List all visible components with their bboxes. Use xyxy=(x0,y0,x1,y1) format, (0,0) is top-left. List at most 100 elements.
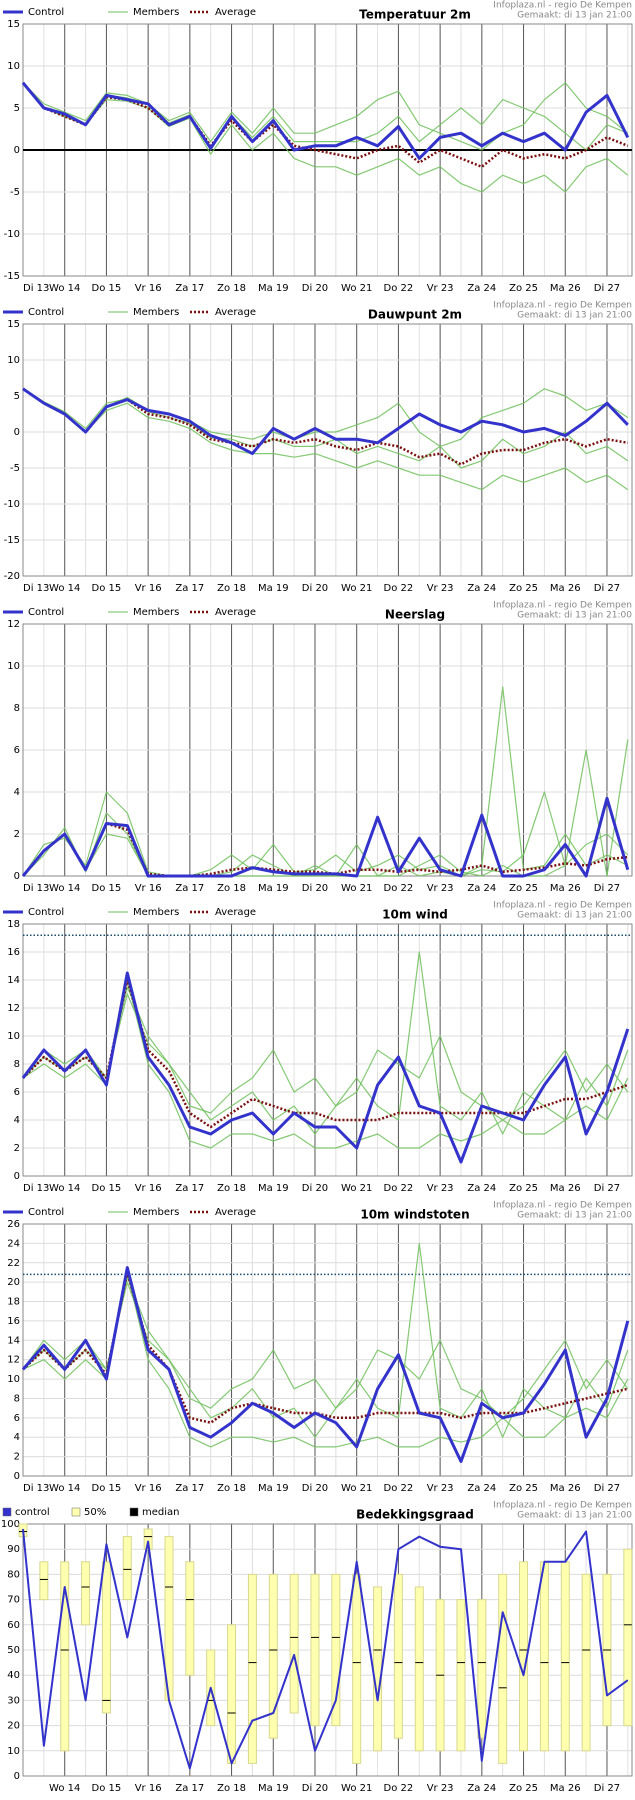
x-tick-label: Vr 23 xyxy=(427,283,454,294)
x-tick-label: Ma 19 xyxy=(258,1183,289,1194)
y-tick-label: 6 xyxy=(14,1087,20,1098)
plot-frame xyxy=(22,1223,633,1477)
y-tick-label: 2 xyxy=(14,1452,20,1463)
range-box xyxy=(227,1624,237,1764)
x-tick-label: Zo 18 xyxy=(217,583,246,594)
x-tick-label: Zo 25 xyxy=(509,1183,538,1194)
y-tick-label: 70 xyxy=(7,1595,20,1606)
legend-label: Control xyxy=(28,1207,64,1218)
x-tick-label: Di 20 xyxy=(302,283,328,294)
x-tick-label: Zo 18 xyxy=(217,1783,246,1794)
y-tick-label: 18 xyxy=(7,919,20,930)
x-tick-label: Za 17 xyxy=(175,1483,204,1494)
x-tick-label: Di 13 xyxy=(23,1183,49,1194)
y-tick-label: -5 xyxy=(10,187,20,198)
x-tick-label: Zo 25 xyxy=(509,283,538,294)
made: Gemaakt: di 13 jan 21:00 xyxy=(517,11,632,21)
x-tick-label: Do 15 xyxy=(92,1483,122,1494)
x-tick-label: Zo 18 xyxy=(217,1183,246,1194)
y-tick-label: 22 xyxy=(7,1258,20,1269)
x-tick-label: Wo 21 xyxy=(341,1183,372,1194)
y-tick-label: 14 xyxy=(7,1335,20,1346)
x-tick-label: Vr 16 xyxy=(135,1783,162,1794)
x-tick-label: Di 20 xyxy=(302,1183,328,1194)
y-tick-label: 4 xyxy=(14,1115,20,1126)
x-tick-label: Di 13 xyxy=(23,1483,49,1494)
x-tick-label: Za 17 xyxy=(175,583,204,594)
y-tick-label: 20 xyxy=(7,1277,20,1288)
y-tick-label: 50 xyxy=(7,1645,20,1656)
x-tick-label: Di 27 xyxy=(594,1483,620,1494)
x-tick-label: Zo 18 xyxy=(217,883,246,894)
made: Gemaakt: di 13 jan 21:00 xyxy=(517,611,632,621)
x-tick-label: Ma 19 xyxy=(258,1483,289,1494)
x-tick-label: Za 17 xyxy=(175,1183,204,1194)
range-box xyxy=(623,1548,633,1727)
x-tick-label: Wo 21 xyxy=(341,1783,372,1794)
range-box xyxy=(498,1573,508,1764)
member-line xyxy=(22,739,629,877)
y-tick-label: 8 xyxy=(14,1393,20,1404)
average-line xyxy=(22,387,629,466)
x-tick-label: Di 20 xyxy=(302,1783,328,1794)
x-tick-label: Di 27 xyxy=(594,883,620,894)
source: Infoplaza.nl - regio De Kempen xyxy=(493,601,632,611)
range-box xyxy=(539,1561,549,1752)
x-tick-label: Ma 26 xyxy=(550,283,581,294)
legend-label: Average xyxy=(215,907,256,918)
x-tick-label: Vr 16 xyxy=(135,1183,162,1194)
control-line xyxy=(21,971,630,1164)
source: Infoplaza.nl - regio De Kempen xyxy=(493,1,632,11)
y-tick-label: 10 xyxy=(7,355,20,366)
y-tick-label: -15 xyxy=(4,271,20,282)
y-tick-label: -10 xyxy=(4,499,20,510)
y-tick-label: 10 xyxy=(7,1031,20,1042)
x-tick-label: Do 15 xyxy=(92,1183,122,1194)
made: Gemaakt: di 13 jan 21:00 xyxy=(517,1511,632,1521)
y-tick-label: -10 xyxy=(4,229,20,240)
legend-label: 50% xyxy=(84,1507,106,1518)
y-tick-label: 90 xyxy=(7,1544,20,1555)
x-tick-label: Wo 14 xyxy=(49,583,80,594)
y-tick-label: 0 xyxy=(14,871,20,882)
x-tick-label: Za 24 xyxy=(467,1483,496,1494)
chart-title: Neerslag xyxy=(385,608,445,622)
y-tick-label: 60 xyxy=(7,1620,20,1631)
x-tick-label: Zo 25 xyxy=(509,1483,538,1494)
x-tick-label: Do 22 xyxy=(384,1783,414,1794)
x-tick-label: Zo 25 xyxy=(509,883,538,894)
control-line xyxy=(22,1528,629,1770)
x-tick-label: Vr 23 xyxy=(427,1483,454,1494)
x-tick-label: Do 15 xyxy=(92,883,122,894)
y-tick-label: 14 xyxy=(7,975,20,986)
x-tick-label: Wo 21 xyxy=(341,283,372,294)
range-box xyxy=(60,1561,70,1752)
x-tick-label: Wo 14 xyxy=(49,1183,80,1194)
x-tick-label: Ma 26 xyxy=(550,1183,581,1194)
x-tick-label: Ma 19 xyxy=(258,283,289,294)
range-box xyxy=(268,1573,278,1739)
y-tick-label: 20 xyxy=(7,1721,20,1732)
x-tick-label: Vr 23 xyxy=(427,1183,454,1194)
y-tick-label: 12 xyxy=(7,619,20,630)
x-tick-label: Vr 16 xyxy=(135,283,162,294)
x-tick-label: Wo 21 xyxy=(341,583,372,594)
control-line xyxy=(21,1266,630,1463)
range-box xyxy=(560,1561,570,1752)
legend-label: Control xyxy=(28,307,64,318)
range-box xyxy=(101,1561,111,1714)
range-box xyxy=(81,1561,91,1626)
member-line xyxy=(22,82,629,151)
x-tick-label: Di 20 xyxy=(302,583,328,594)
made: Gemaakt: di 13 jan 21:00 xyxy=(517,311,632,321)
x-tick-label: Zo 18 xyxy=(217,1483,246,1494)
x-tick-label: Di 13 xyxy=(23,583,49,594)
made: Gemaakt: di 13 jan 21:00 xyxy=(517,911,632,921)
y-tick-label: 0 xyxy=(14,145,20,156)
x-tick-label: Wo 21 xyxy=(341,1483,372,1494)
x-tick-label: Ma 26 xyxy=(550,883,581,894)
y-tick-label: 10 xyxy=(7,61,20,72)
x-tick-label: Ma 19 xyxy=(258,1783,289,1794)
legend-label: Control xyxy=(28,907,64,918)
x-tick-label: Zo 25 xyxy=(509,1783,538,1794)
